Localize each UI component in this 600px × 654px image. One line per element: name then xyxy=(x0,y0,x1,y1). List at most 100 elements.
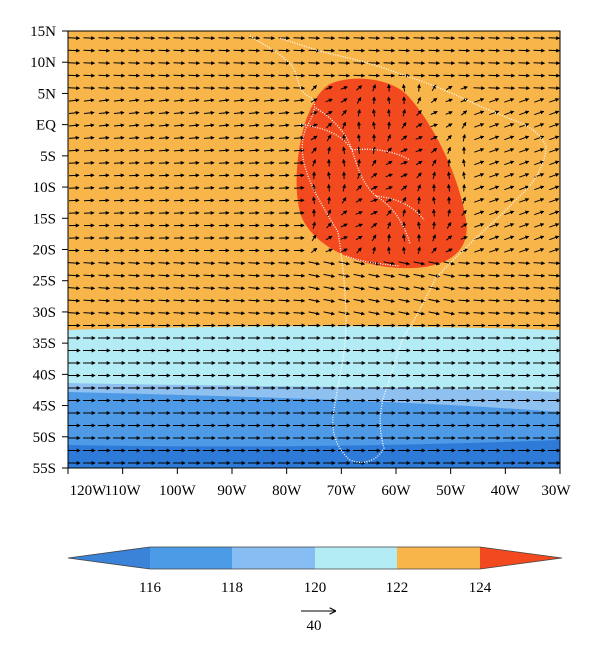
lat-label-15n: 15N xyxy=(30,24,56,40)
wind-vector xyxy=(446,221,452,229)
wind-vector xyxy=(143,286,156,291)
wind-vector xyxy=(68,148,80,153)
reference-vector: 40 xyxy=(301,611,335,634)
wind-vector xyxy=(398,286,411,291)
wind-vector xyxy=(173,123,185,128)
wind-vector xyxy=(218,110,230,115)
wind-vector xyxy=(342,183,346,192)
wind-vector xyxy=(311,147,317,154)
wind-vector xyxy=(233,98,245,103)
wind-vector xyxy=(128,148,140,153)
wind-vector xyxy=(370,211,378,215)
wind-vector xyxy=(503,311,516,316)
wind-vector xyxy=(325,248,333,253)
wind-vector xyxy=(128,160,140,165)
wind-vector xyxy=(534,98,545,103)
colorbar-cell-118-120 xyxy=(232,547,315,569)
wind-vector xyxy=(128,185,140,190)
lat-label-45s: 45S xyxy=(33,399,56,415)
wind-vector xyxy=(519,210,530,216)
wind-vector xyxy=(173,173,185,178)
wind-vector xyxy=(158,298,171,303)
wind-vector xyxy=(357,158,362,167)
wind-vector xyxy=(68,173,80,178)
wind-vector xyxy=(203,160,215,165)
wind-vector xyxy=(357,133,361,142)
wind-vector xyxy=(98,110,110,115)
wind-vector xyxy=(356,96,362,104)
lat-label-40s: 40S xyxy=(33,367,56,383)
wind-vector xyxy=(188,273,201,278)
wind-vector xyxy=(383,286,396,291)
wind-vector xyxy=(218,148,230,153)
wind-vector xyxy=(113,160,125,165)
wind-vector xyxy=(128,286,141,291)
wind-vector xyxy=(98,273,111,278)
wind-vector xyxy=(443,286,456,291)
wind-vector xyxy=(218,123,230,128)
wind-vector xyxy=(293,173,305,178)
wind-vector xyxy=(549,235,560,241)
wind-vector xyxy=(474,160,485,166)
wind-vector xyxy=(83,160,95,165)
wind-vector xyxy=(263,273,276,278)
wind-vector xyxy=(387,96,391,104)
wind-vector xyxy=(355,223,363,228)
wind-vector xyxy=(534,223,545,228)
wind-vector xyxy=(370,198,378,203)
colorbar-cell-122-124 xyxy=(397,547,480,569)
wind-vector xyxy=(401,233,406,242)
wind-vector xyxy=(340,248,348,253)
wind-vector xyxy=(372,246,376,255)
wind-vector xyxy=(417,196,422,205)
wind-vector xyxy=(203,298,216,303)
wind-vector xyxy=(218,298,231,303)
wind-vector xyxy=(158,311,171,316)
wind-vector xyxy=(519,235,530,241)
lon-label-30w: 30W xyxy=(541,483,571,499)
wind-vector xyxy=(340,210,348,216)
wind-vector xyxy=(68,311,81,316)
wind-vector xyxy=(534,135,545,141)
lat-label-20s: 20S xyxy=(33,243,56,259)
wind-vector xyxy=(342,121,346,129)
wind-vector xyxy=(387,233,392,242)
wind-vector xyxy=(446,171,451,180)
wind-vector xyxy=(113,173,125,178)
wind-vector xyxy=(462,196,466,204)
wind-vector xyxy=(548,286,560,291)
wind-vector xyxy=(218,185,230,190)
wind-vector xyxy=(248,98,260,103)
wind-vector xyxy=(504,173,515,178)
wind-vector xyxy=(218,311,231,316)
wind-vector xyxy=(519,123,530,128)
wind-vector xyxy=(158,148,170,153)
wind-vector xyxy=(489,148,500,153)
wind-vector xyxy=(430,98,438,103)
wind-vector xyxy=(310,247,318,254)
wind-vector xyxy=(293,261,306,266)
wind-vector xyxy=(188,110,200,115)
reference-vector-label: 40 xyxy=(307,618,322,634)
wind-vector xyxy=(473,298,486,303)
wind-vector xyxy=(549,98,560,103)
wind-vector xyxy=(158,110,170,115)
lon-label-100w: 100W xyxy=(159,483,197,499)
wind-vector xyxy=(203,173,215,178)
wind-vector xyxy=(489,173,500,178)
wind-vector xyxy=(293,273,306,278)
wind-vector xyxy=(338,298,351,303)
wind-vector xyxy=(357,108,361,117)
wind-vector xyxy=(443,261,456,266)
lon-label-70w: 70W xyxy=(327,483,357,499)
wind-vector xyxy=(263,298,276,303)
wind-vector xyxy=(519,198,530,203)
wind-vector xyxy=(474,223,485,228)
wind-vector xyxy=(218,273,231,278)
wind-vector xyxy=(263,110,275,115)
lon-label-120w: 120W xyxy=(70,483,108,499)
lat-label-35s: 35S xyxy=(33,336,56,352)
wind-vector xyxy=(325,122,333,129)
wind-vector xyxy=(401,196,407,204)
wind-vector xyxy=(447,158,452,167)
